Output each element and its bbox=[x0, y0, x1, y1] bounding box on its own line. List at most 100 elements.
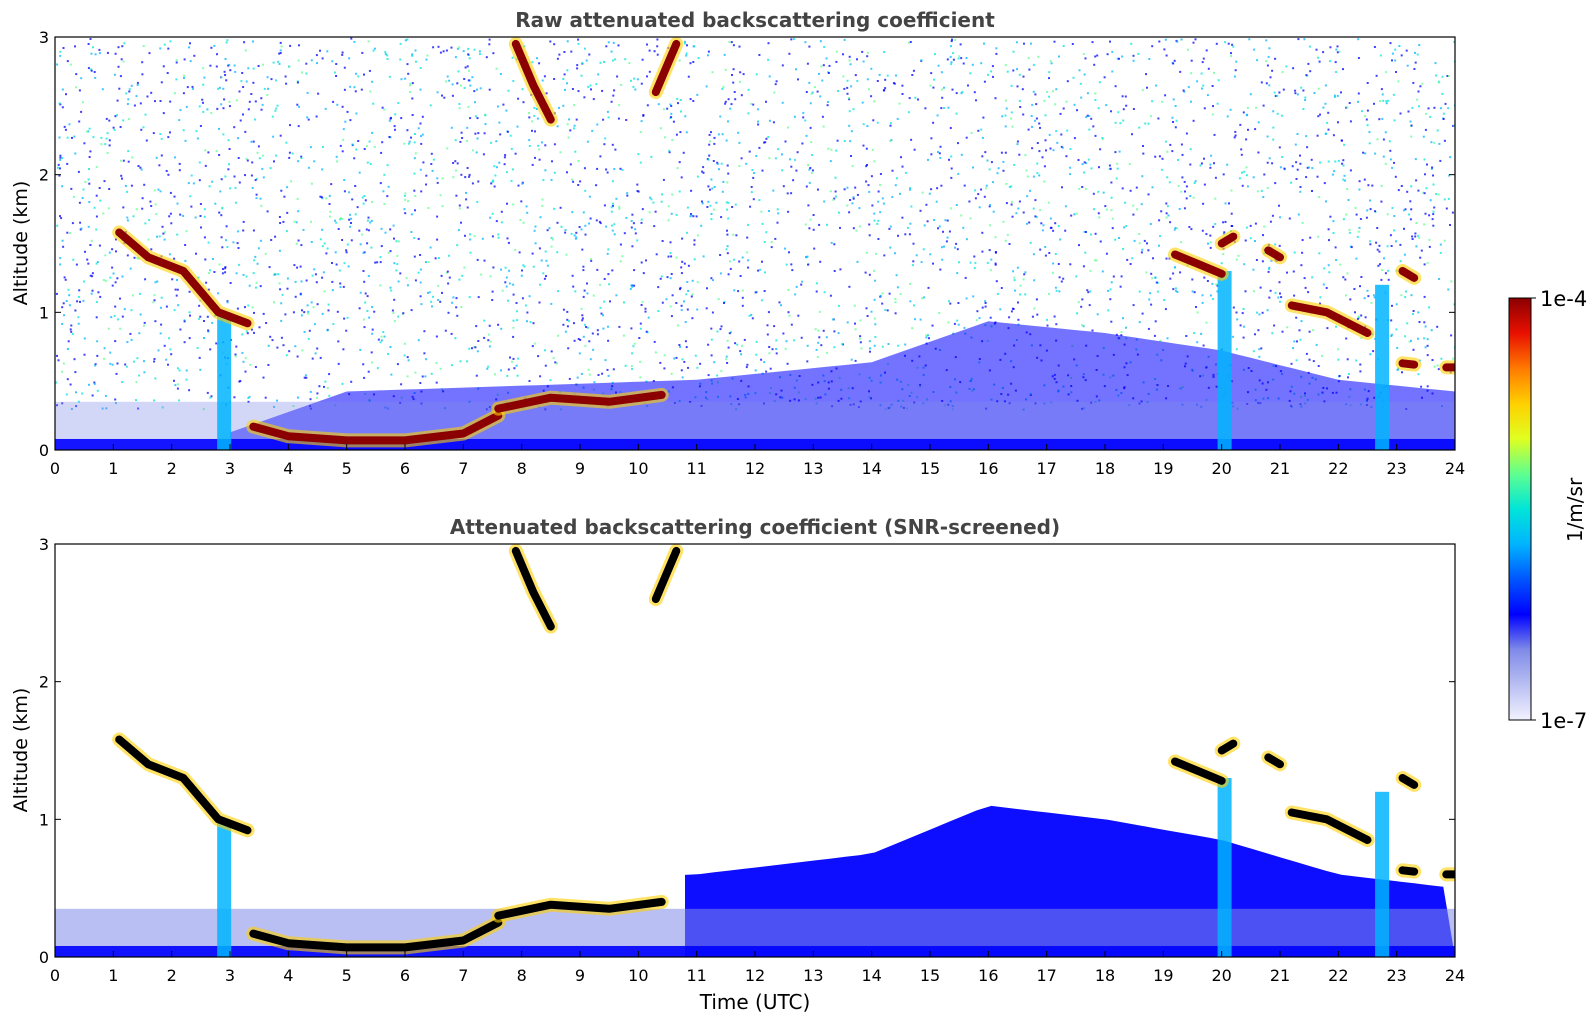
x-tick-label: 11 bbox=[686, 966, 706, 985]
y-tick-label: 2 bbox=[39, 673, 49, 692]
screened-backscatter-panel: Attenuated backscattering coefficient (S… bbox=[10, 515, 1465, 1014]
cloud-layer-7 bbox=[1264, 246, 1284, 262]
cloud-layer-9 bbox=[1398, 774, 1419, 789]
bottom-y-axis-label: Altitude (km) bbox=[10, 688, 32, 813]
bottom-heatmap-area bbox=[55, 544, 1455, 957]
y-tick-label: 3 bbox=[39, 535, 49, 554]
x-tick-label: 5 bbox=[342, 966, 352, 985]
x-tick-label: 21 bbox=[1270, 966, 1290, 985]
x-tick-label: 10 bbox=[628, 459, 648, 478]
colorbar-min-label: 1e-7 bbox=[1540, 709, 1587, 733]
cloud-layer-2 bbox=[494, 897, 666, 920]
cloud-layer-7 bbox=[1264, 753, 1284, 769]
cloud-layer-6 bbox=[1217, 232, 1238, 248]
top-y-axis: 0 1 2 3 bbox=[39, 28, 1455, 460]
x-tick-label: 12 bbox=[745, 966, 765, 985]
colorbar-max-label: 1e-4 bbox=[1540, 287, 1587, 311]
x-tick-label: 4 bbox=[283, 966, 293, 985]
x-tick-label: 15 bbox=[920, 966, 940, 985]
cloud-layer-9 bbox=[1398, 267, 1419, 282]
x-tick-label: 13 bbox=[803, 459, 823, 478]
x-tick-label: 17 bbox=[1036, 966, 1056, 985]
x-tick-label: 3 bbox=[225, 966, 235, 985]
x-tick-label: 17 bbox=[1036, 459, 1056, 478]
x-tick-label: 21 bbox=[1270, 459, 1290, 478]
cloud-layer-3 bbox=[511, 546, 555, 631]
y-tick-label: 1 bbox=[39, 810, 49, 829]
x-tick-label: 0 bbox=[50, 459, 60, 478]
x-tick-label: 19 bbox=[1153, 459, 1173, 478]
cloud-layer-1 bbox=[249, 918, 503, 952]
x-tick-label: 10 bbox=[628, 966, 648, 985]
y-tick-label: 1 bbox=[39, 303, 49, 322]
top-heatmap-area bbox=[55, 37, 1455, 450]
x-tick-label: 24 bbox=[1445, 966, 1465, 985]
cloud-layer-5 bbox=[1171, 250, 1226, 278]
x-tick-label: 20 bbox=[1211, 966, 1231, 985]
top-x-axis: 0 1 2 3 4 5 6 7 8 9 10 11 12 13 14 15 16 17 18 19 20 21 22 23 24 bbox=[50, 444, 1465, 478]
bottom-y-axis: 0 1 2 3 bbox=[39, 535, 1455, 967]
x-tick-label: 4 bbox=[283, 459, 293, 478]
x-tick-label: 12 bbox=[745, 459, 765, 478]
colorbar: 1e-4 1e-7 1/m/sr bbox=[1508, 287, 1587, 733]
y-tick-label: 2 bbox=[39, 166, 49, 185]
cloud-layer-4 bbox=[651, 546, 681, 604]
precip-shaft-1 bbox=[1217, 778, 1232, 957]
colorbar-unit-label: 1/m/sr bbox=[1563, 477, 1587, 542]
cloud-layer-0 bbox=[115, 228, 252, 328]
x-tick-label: 23 bbox=[1386, 459, 1406, 478]
x-axis-label: Time (UTC) bbox=[699, 990, 811, 1014]
y-tick-label: 3 bbox=[39, 28, 49, 47]
bottom-panel-title: Attenuated backscattering coefficient (S… bbox=[450, 515, 1060, 539]
noise-speckle bbox=[55, 37, 1455, 411]
x-tick-label: 22 bbox=[1328, 459, 1348, 478]
cloud-layer-10 bbox=[1398, 866, 1419, 876]
x-tick-label: 14 bbox=[861, 966, 881, 985]
cloud-layer-1 bbox=[249, 411, 503, 445]
x-tick-label: 2 bbox=[167, 966, 177, 985]
x-tick-label: 6 bbox=[400, 966, 410, 985]
cloud-layer-5 bbox=[1171, 757, 1226, 785]
raw-backscatter-panel: Raw attenuated backscattering coefficien… bbox=[10, 8, 1465, 478]
x-tick-label: 6 bbox=[400, 459, 410, 478]
y-tick-label: 0 bbox=[39, 441, 49, 460]
cloud-layer-3 bbox=[511, 39, 555, 124]
x-tick-label: 5 bbox=[342, 459, 352, 478]
x-tick-label: 0 bbox=[50, 966, 60, 985]
x-tick-label: 16 bbox=[978, 459, 998, 478]
top-y-axis-label: Altitude (km) bbox=[10, 181, 32, 306]
x-tick-label: 23 bbox=[1386, 966, 1406, 985]
x-tick-label: 2 bbox=[167, 459, 177, 478]
cloud-layer-2 bbox=[494, 390, 666, 413]
top-panel-title: Raw attenuated backscattering coefficien… bbox=[515, 8, 995, 32]
precip-shaft-2 bbox=[1375, 791, 1390, 957]
x-tick-label: 3 bbox=[225, 459, 235, 478]
x-tick-label: 7 bbox=[458, 966, 468, 985]
x-tick-label: 16 bbox=[978, 966, 998, 985]
precip-shaft-0 bbox=[217, 819, 232, 957]
x-tick-label: 18 bbox=[1095, 966, 1115, 985]
x-tick-label: 24 bbox=[1445, 459, 1465, 478]
x-tick-label: 11 bbox=[686, 459, 706, 478]
cloud-layer-6 bbox=[1217, 739, 1238, 755]
precip-shaft-0 bbox=[217, 312, 232, 450]
x-tick-label: 19 bbox=[1153, 966, 1173, 985]
cloud-layer-10 bbox=[1398, 359, 1419, 369]
colorbar-gradient bbox=[1508, 297, 1532, 721]
cloud-layer-4 bbox=[651, 39, 681, 97]
bottom-x-axis: 0 1 2 3 4 5 6 7 8 9 10 11 12 13 14 15 16 17 18 19 20 21 22 23 24 bbox=[50, 951, 1465, 985]
x-tick-label: 8 bbox=[517, 966, 527, 985]
x-tick-label: 7 bbox=[458, 459, 468, 478]
x-tick-label: 8 bbox=[517, 459, 527, 478]
cloud-layer-8 bbox=[1287, 808, 1372, 844]
x-tick-label: 13 bbox=[803, 966, 823, 985]
x-tick-label: 1 bbox=[108, 459, 118, 478]
x-tick-label: 9 bbox=[575, 966, 585, 985]
y-tick-label: 0 bbox=[39, 948, 49, 967]
x-tick-label: 20 bbox=[1211, 459, 1231, 478]
x-tick-label: 9 bbox=[575, 459, 585, 478]
cloud-layer-8 bbox=[1287, 301, 1372, 337]
cloud-layer-0 bbox=[115, 735, 252, 835]
x-tick-label: 15 bbox=[920, 459, 940, 478]
